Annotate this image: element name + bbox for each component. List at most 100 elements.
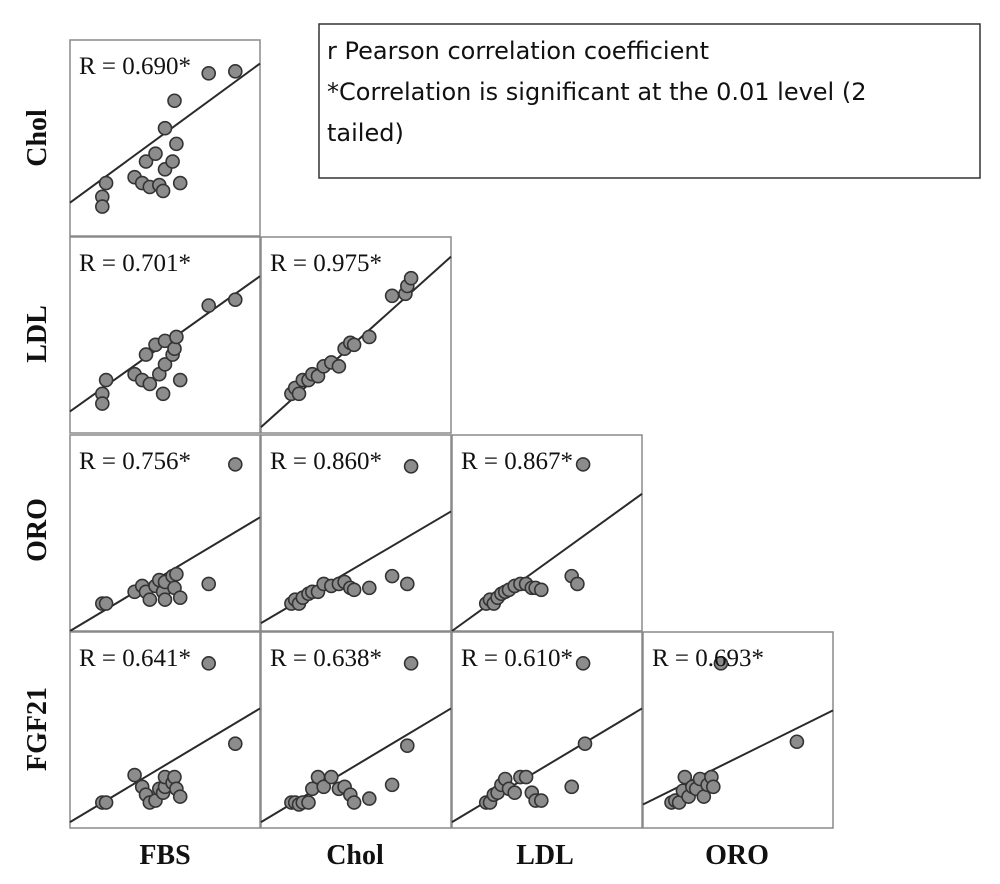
data-point [384, 777, 400, 793]
panel-frame [451, 631, 643, 829]
scatter-panels: R = 0.690* R = 0.701* R = 0.975* R = 0.756*… [69, 39, 834, 829]
data-point [201, 576, 216, 592]
data-point [705, 779, 721, 795]
data-point [301, 795, 316, 810]
data-point [361, 580, 377, 596]
data-point [148, 146, 163, 161]
data-point [169, 136, 184, 152]
panel-ldl-vs-chol: R = 0.975* [260, 236, 452, 434]
x-axis-labels: FBS Chol LDL ORO [139, 840, 769, 871]
panel-ldl-vs-fbs: R = 0.701* [69, 236, 261, 434]
data-point [361, 329, 377, 345]
data-point [533, 582, 549, 598]
data-point [228, 457, 243, 472]
data-point [155, 386, 171, 402]
data-point [138, 154, 154, 169]
data-point [507, 785, 523, 801]
data-point [361, 791, 377, 806]
data-point [316, 779, 332, 795]
data-point [577, 736, 593, 752]
data-point [384, 568, 400, 584]
data-point [167, 341, 182, 357]
legend-note-line-2: *Correlation is significant at the 0.01 … [327, 78, 866, 106]
correlation-label: R = 0.638* [270, 645, 382, 672]
data-point [346, 582, 362, 598]
panel-fgf21-vs-fbs: R = 0.641* [69, 631, 261, 829]
legend-note-box [318, 23, 981, 179]
data-point [575, 457, 591, 472]
panel-fgf21-vs-chol: R = 0.638* [260, 631, 452, 829]
correlation-label: R = 0.610* [461, 645, 573, 672]
panel-oro-vs-fbs: R = 0.756* [69, 434, 261, 632]
data-point [533, 793, 549, 808]
legend-note-line-1: r Pearson correlation coefficient [327, 37, 709, 65]
data-point [95, 396, 110, 411]
data-point [169, 566, 184, 582]
data-point [228, 736, 243, 752]
data-point [98, 596, 114, 611]
panel-fgf21-vs-oro: R = 0.693* [642, 631, 834, 829]
data-point [201, 656, 216, 671]
correlation-label: R = 0.756* [79, 448, 191, 475]
data-point [172, 789, 188, 804]
data-point [169, 329, 184, 345]
panel-oro-vs-chol: R = 0.860* [260, 434, 452, 632]
data-point [384, 288, 400, 304]
data-point [167, 769, 182, 785]
panel-oro-vs-ldl: R = 0.867* [451, 434, 643, 632]
correlation-label: R = 0.693* [652, 645, 764, 672]
correlation-label: R = 0.701* [79, 250, 191, 277]
legend-note: r Pearson correlation coefficient *Corre… [318, 23, 981, 179]
y-axis-labels: Chol LDL ORO FGF21 [22, 109, 53, 771]
data-point [228, 64, 243, 79]
data-point [228, 292, 243, 308]
data-point [346, 795, 362, 810]
correlation-label: R = 0.860* [270, 448, 382, 475]
x-label-chol: Chol [326, 840, 384, 871]
data-point [331, 359, 347, 374]
correlation-label: R = 0.867* [461, 448, 573, 475]
data-point [291, 386, 307, 402]
data-point [98, 372, 114, 388]
data-point [677, 769, 693, 785]
data-point [157, 592, 173, 607]
data-point [98, 795, 114, 810]
fit-line [69, 516, 261, 632]
data-point [201, 298, 216, 313]
data-point [201, 66, 216, 81]
data-point [157, 120, 173, 136]
data-point [127, 767, 142, 783]
y-label-fgf21: FGF21 [22, 687, 53, 771]
data-point [575, 656, 591, 671]
data-point [172, 372, 188, 388]
panel-fgf21-vs-ldl: R = 0.610* [451, 631, 643, 829]
correlation-label: R = 0.690* [79, 53, 191, 80]
data-point [172, 590, 188, 605]
y-label-chol: Chol [22, 109, 53, 167]
data-point [323, 769, 339, 785]
legend-note-line-3: tailed) [327, 119, 404, 147]
y-label-ldl: LDL [22, 305, 53, 363]
data-point [518, 769, 534, 785]
data-point [155, 183, 171, 199]
data-point [167, 93, 182, 109]
correlation-label: R = 0.975* [270, 250, 382, 277]
data-point [142, 376, 158, 392]
fit-line [642, 709, 834, 806]
data-point [403, 270, 419, 286]
data-point [403, 656, 419, 671]
x-label-ldl: LDL [516, 840, 574, 871]
data-point [138, 347, 154, 362]
data-point [564, 779, 580, 795]
correlation-label: R = 0.641* [79, 645, 191, 672]
data-point [157, 357, 173, 372]
data-point [570, 576, 585, 592]
data-point [713, 656, 729, 671]
data-point [172, 175, 188, 191]
data-point [789, 734, 805, 750]
data-point [346, 337, 362, 353]
data-point [142, 592, 158, 607]
data-point [399, 576, 415, 592]
panel-chol-vs-fbs: R = 0.690* [69, 39, 261, 237]
